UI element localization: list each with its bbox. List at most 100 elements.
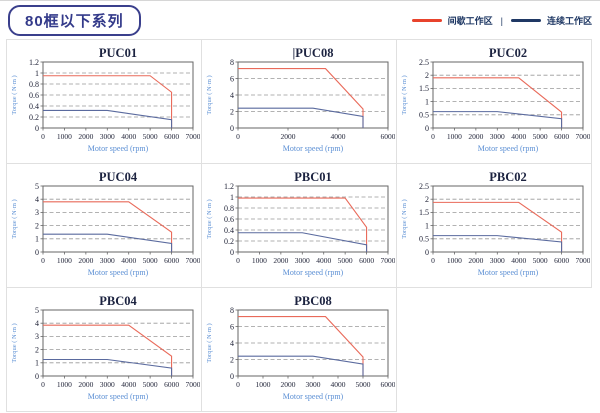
legend: 间歇工作区 | 连续工作区 (411, 14, 592, 27)
x-tick-label: 2000 (78, 256, 93, 265)
x-axis-label: Motor speed (rpm) (478, 268, 539, 277)
chart-cell-PUC01: PUC01 0 0.2 0.4 0.6 0.8 1 1.2 0 1000 2000 3000 4000 5… (6, 39, 202, 164)
torque-speed-chart: PBC01 0 0.2 0.4 0.6 0.8 1 1.2 0 1000 2000 3000 4000 5… (206, 170, 396, 277)
y-tick-label: 3 (35, 332, 39, 341)
chart-cell-PBC02: PBC02 0 0.5 1 1.5 2 2.5 0 1000 2000 3000 4000 5000 60… (396, 163, 592, 288)
y-tick-label: 0.5 (419, 111, 429, 120)
x-tick-label: 6000 (359, 256, 374, 265)
continuous-zone-curve (238, 355, 364, 376)
y-tick-label: 1 (35, 359, 39, 368)
intermittent-zone-curve (43, 324, 173, 376)
y-tick-label: 4 (35, 319, 39, 328)
x-tick-label: 6000 (164, 132, 179, 141)
y-tick-label: 1 (425, 97, 429, 106)
y-tick-label: 1.5 (419, 84, 429, 93)
continuous-zone-curve (238, 232, 368, 252)
y-tick-label: 0.6 (224, 215, 234, 224)
legend-separator: | (500, 15, 503, 26)
y-tick-label: 0.6 (29, 91, 39, 100)
x-tick-label: 0 (236, 380, 240, 389)
x-tick-label: 4000 (121, 380, 136, 389)
x-tick-label: 7000 (186, 132, 201, 141)
x-tick-label: 1000 (447, 256, 462, 265)
intermittent-zone-curve (433, 77, 563, 128)
x-tick-label: 2000 (281, 132, 296, 141)
x-tick-label: 6000 (554, 256, 569, 265)
x-tick-label: 6000 (164, 256, 179, 265)
x-tick-label: 3000 (100, 256, 115, 265)
chart-cell-PUC04: PUC04 0 1 2 3 4 5 0 1000 2000 3000 4000 5000 6000 7000… (6, 163, 202, 288)
y-tick-label: 0 (230, 124, 234, 133)
x-tick-label: 6000 (554, 132, 569, 141)
y-tick-label: 0.2 (29, 113, 39, 122)
continuous-zone-curve (238, 107, 364, 128)
y-tick-label: 4 (230, 91, 234, 100)
x-axis-label: Motor speed (rpm) (283, 144, 344, 153)
y-tick-label: 0 (425, 124, 429, 133)
intermittent-zone-swatch (411, 19, 442, 22)
chart-cell-PBC01: PBC01 0 0.2 0.4 0.6 0.8 1 1.2 0 1000 2000 3000 4000 5… (201, 163, 397, 288)
y-axis-label: Torque ( N·m ) (11, 199, 18, 238)
y-tick-label: 2 (35, 221, 39, 230)
x-tick-label: 5000 (143, 256, 158, 265)
x-tick-label: 2000 (468, 256, 483, 265)
x-tick-label: 1000 (256, 380, 271, 389)
x-tick-label: 0 (236, 132, 240, 141)
x-tick-label: 2000 (281, 380, 296, 389)
y-axis-label: Torque ( N·m ) (206, 75, 213, 114)
intermittent-zone-curve (433, 201, 563, 252)
x-tick-label: 3000 (490, 132, 505, 141)
torque-speed-chart: PUC01 0 0.2 0.4 0.6 0.8 1 1.2 0 1000 2000 3000 4000 5… (11, 46, 201, 153)
y-tick-label: 8 (230, 58, 234, 67)
y-tick-label: 6 (230, 322, 234, 331)
x-tick-label: 7000 (381, 256, 396, 265)
y-tick-label: 8 (230, 306, 234, 315)
y-tick-label: 2.5 (419, 182, 429, 191)
y-tick-label: 0.2 (224, 237, 234, 246)
continuous-zone-curve (433, 111, 563, 128)
x-tick-label: 7000 (576, 132, 591, 141)
x-tick-label: 2000 (273, 256, 288, 265)
y-axis-label: Torque ( N·m ) (206, 323, 213, 362)
x-tick-label: 4000 (121, 132, 136, 141)
continuous-zone-curve (43, 233, 173, 252)
continuous-zone-label: 连续工作区 (546, 16, 592, 26)
charts-grid: PUC01 0 0.2 0.4 0.6 0.8 1 1.2 0 1000 2000 3000 4000 5… (6, 39, 596, 412)
chart-title: PBC01 (294, 170, 332, 184)
y-tick-label: 1.2 (224, 182, 234, 191)
x-tick-label: 4000 (511, 132, 526, 141)
chart-cell-PUC08: |PUC08 0 2 4 6 8 0 2000 4000 6000 Motor speed (rpm… (201, 39, 397, 164)
y-tick-label: 1 (425, 221, 429, 230)
x-tick-label: 3000 (295, 256, 310, 265)
y-tick-label: 0.8 (29, 80, 39, 89)
chart-title: PUC04 (99, 170, 138, 184)
continuous-zone-swatch (510, 19, 541, 22)
y-tick-label: 5 (35, 306, 39, 315)
x-tick-label: 7000 (186, 256, 201, 265)
x-tick-label: 5000 (143, 380, 158, 389)
y-tick-label: 2 (230, 355, 234, 364)
y-tick-label: 2 (425, 71, 429, 80)
x-tick-label: 4000 (511, 256, 526, 265)
x-tick-label: 1000 (252, 256, 267, 265)
x-tick-label: 6000 (381, 380, 396, 389)
y-tick-label: 5 (35, 182, 39, 191)
y-tick-label: 2 (230, 107, 234, 116)
x-tick-label: 5000 (356, 380, 371, 389)
y-tick-label: 0.4 (224, 226, 234, 235)
x-tick-label: 0 (431, 256, 435, 265)
x-tick-label: 1000 (57, 256, 72, 265)
x-tick-label: 3000 (490, 256, 505, 265)
torque-speed-chart: PBC04 0 1 2 3 4 5 0 1000 2000 3000 4000 5000 6000 7000… (11, 294, 200, 401)
x-tick-label: 6000 (164, 380, 179, 389)
torque-speed-chart: |PUC08 0 2 4 6 8 0 2000 4000 6000 Motor speed (rpm… (206, 46, 395, 153)
plot-border (42, 185, 194, 253)
x-tick-label: 5000 (533, 132, 548, 141)
y-tick-label: 0 (35, 124, 39, 133)
plot-border (432, 61, 584, 129)
x-tick-label: 5000 (143, 132, 158, 141)
continuous-zone-curve (433, 235, 563, 252)
x-tick-label: 1000 (57, 132, 72, 141)
x-axis-label: Motor speed (rpm) (283, 392, 344, 401)
y-axis-label: Torque ( N·m ) (401, 75, 408, 114)
